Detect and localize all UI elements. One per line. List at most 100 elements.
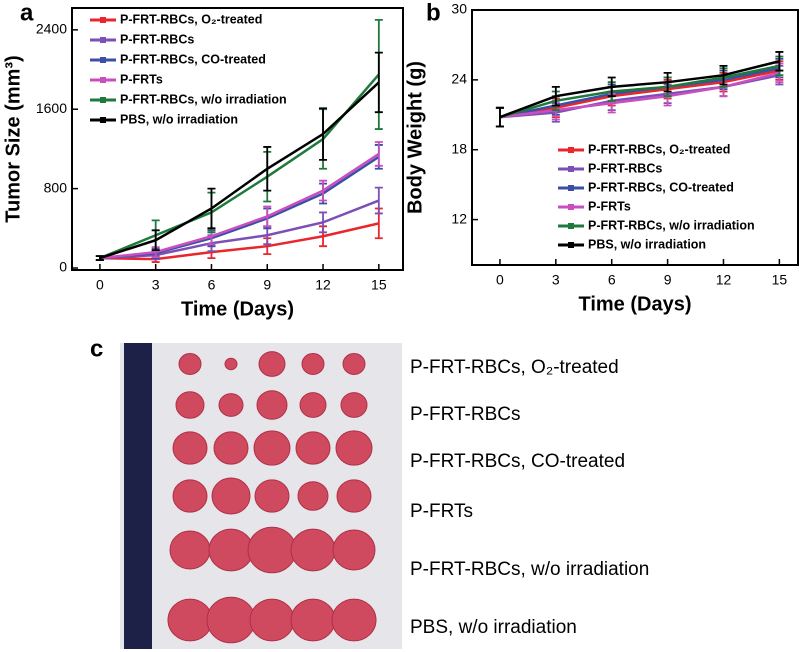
legend-label: P-FRT-RBCs, w/o irradiation — [120, 92, 287, 106]
x-tick-label: 9 — [263, 277, 271, 293]
legend-label: PBS, w/o irradiation — [120, 112, 238, 126]
plot-frame — [471, 9, 799, 266]
tumor — [213, 431, 249, 465]
tumor — [342, 353, 366, 375]
tumor — [253, 430, 291, 466]
legend-marker — [100, 97, 106, 103]
tumor — [172, 431, 208, 465]
series-line — [99, 222, 380, 261]
legend-marker — [100, 77, 106, 83]
tumor — [175, 391, 205, 419]
tumor — [224, 357, 238, 371]
tumor — [335, 430, 373, 466]
tumor — [290, 528, 336, 572]
tumor — [178, 353, 202, 375]
tumor-photo — [120, 343, 402, 649]
y-tick-label: 800 — [44, 179, 68, 195]
ruler — [124, 343, 152, 649]
legend-marker — [568, 166, 574, 172]
legend-label: P-FRT-RBCs, O₂-treated — [588, 142, 730, 156]
panel-label: a — [20, 0, 34, 26]
plot-frame — [71, 7, 404, 271]
legend-label: P-FRTs — [120, 72, 163, 86]
tumor — [340, 392, 368, 418]
y-tick-label: 24 — [451, 71, 467, 87]
x-tick-label: 12 — [716, 272, 732, 288]
y-tick-label: 18 — [451, 140, 467, 156]
group-label: P-FRT-RBCs, O₂-treated — [410, 357, 619, 378]
x-tick-label: 3 — [152, 277, 160, 293]
x-axis-title: Time (Days) — [578, 293, 691, 315]
tumor — [297, 481, 329, 511]
tumor — [331, 598, 377, 642]
x-tick-label: 0 — [496, 272, 504, 288]
legend-label: P-FRT-RBCs — [120, 32, 194, 46]
legend-marker — [100, 17, 106, 23]
series-line — [99, 81, 380, 260]
tumor — [301, 353, 325, 375]
tumor — [336, 479, 372, 513]
legend-label: P-FRT-RBCs, O₂-treated — [120, 12, 262, 26]
panel-label: b — [426, 0, 441, 26]
y-tick-label: 0 — [59, 259, 67, 275]
y-axis-title: Tumor Size (mm³) — [2, 55, 24, 222]
series-line — [499, 71, 780, 119]
legend-marker — [100, 57, 106, 63]
y-tick-label: 12 — [451, 210, 467, 226]
legend-label: P-FRTs — [588, 199, 631, 213]
group-label: PBS, w/o irradiation — [410, 617, 577, 638]
legend-label: P-FRT-RBCs — [588, 161, 662, 175]
tumor — [332, 529, 376, 571]
legend-marker — [568, 223, 574, 229]
legend-marker — [568, 185, 574, 191]
legend-label: P-FRT-RBCs, CO-treated — [588, 180, 734, 194]
legend-label: P-FRT-RBCs, w/o irradiation — [588, 218, 755, 232]
tumor — [299, 392, 327, 418]
x-tick-label: 15 — [371, 277, 387, 293]
legend-marker — [568, 204, 574, 210]
x-tick-label: 3 — [552, 272, 560, 288]
tumors — [167, 351, 377, 644]
tumor — [295, 431, 331, 465]
x-tick-label: 15 — [772, 272, 788, 288]
legend-marker — [568, 147, 574, 153]
tumor — [167, 598, 213, 642]
tumor — [218, 393, 244, 417]
y-tick-label: 1600 — [36, 100, 67, 116]
x-tick-label: 6 — [608, 272, 616, 288]
group-label: P-FRTs — [410, 501, 473, 522]
error-bar — [374, 186, 383, 215]
series-line — [499, 64, 780, 119]
series-line — [499, 60, 780, 119]
x-tick-label: 6 — [208, 277, 216, 293]
series-line — [99, 199, 380, 260]
tumor — [206, 596, 256, 644]
y-axis-title: Body Weight (g) — [404, 61, 426, 214]
x-tick-label: 9 — [664, 272, 672, 288]
tumor — [254, 479, 290, 513]
legend-label: PBS, w/o irradiation — [588, 237, 706, 251]
panel-label: c — [90, 335, 103, 362]
tumor — [211, 477, 251, 515]
group-label: P-FRT-RBCs, CO-treated — [410, 451, 625, 472]
tumor — [172, 479, 208, 513]
tumor — [258, 351, 286, 377]
series-line — [99, 152, 380, 260]
legend-marker — [100, 117, 106, 123]
y-tick-label: 30 — [451, 1, 467, 17]
series-line — [99, 73, 380, 260]
group-label: P-FRT-RBCs — [410, 404, 520, 425]
legend-label: P-FRT-RBCs, CO-treated — [120, 52, 266, 66]
tumor — [247, 526, 297, 574]
x-tick-label: 12 — [315, 277, 331, 293]
legend-marker — [568, 242, 574, 248]
group-label: P-FRT-RBCs, w/o irradiation — [410, 559, 649, 580]
tumor — [208, 528, 254, 572]
tumor — [256, 390, 288, 420]
series-line — [99, 155, 380, 260]
series-line — [499, 69, 780, 119]
x-axis-title: Time (Days) — [181, 298, 294, 320]
y-tick-label: 2400 — [36, 21, 67, 37]
tumor — [169, 530, 211, 570]
